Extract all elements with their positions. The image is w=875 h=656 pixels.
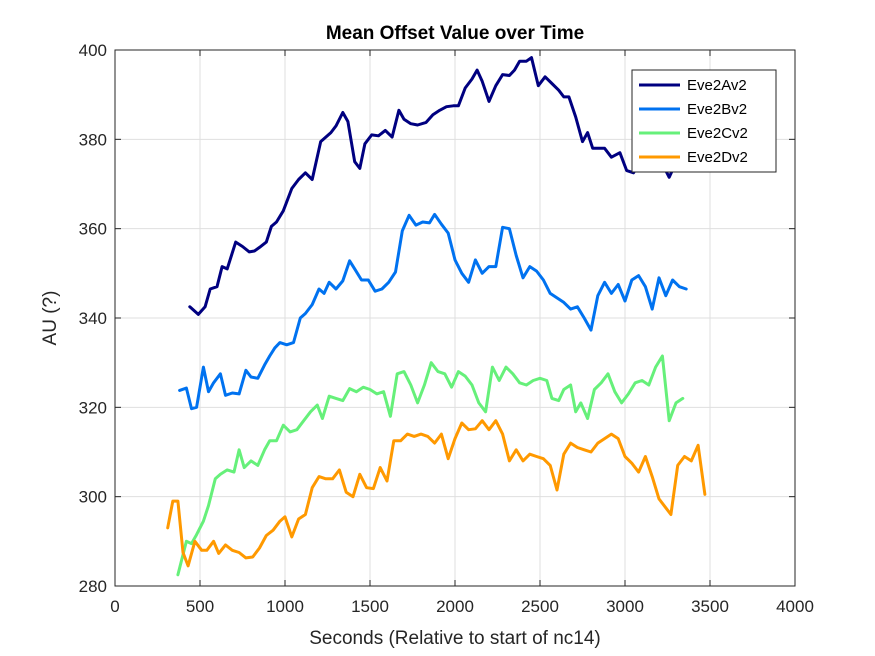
legend-entry: Eve2Bv2	[687, 101, 747, 118]
x-tick-label: 500	[186, 597, 214, 616]
x-tick-label: 1500	[351, 597, 389, 616]
series-line-eve2av2	[188, 56, 676, 316]
x-tick-label: 2000	[436, 597, 474, 616]
chart-title: Mean Offset Value over Time	[326, 23, 584, 44]
x-axis-label: Seconds (Relative to start of nc14)	[309, 628, 600, 649]
y-tick-label: 340	[79, 309, 107, 328]
legend-entry: Eve2Cv2	[687, 125, 748, 142]
y-tick-label: 400	[79, 41, 107, 60]
x-tick-label: 2500	[521, 597, 559, 616]
series-line-eve2cv2	[176, 354, 685, 577]
axis-ticks: 0 500 1000 1500 2000 2500 3000 3500 4000 280 300 32…	[79, 41, 814, 616]
legend-box	[631, 69, 777, 173]
y-tick-label: 380	[79, 130, 107, 149]
y-axis-label: AU (?)	[40, 291, 61, 346]
x-tick-label: 3000	[606, 597, 644, 616]
x-tick-label: 1000	[266, 597, 304, 616]
series-line-eve2dv2	[166, 419, 707, 568]
y-tick-label: 280	[79, 577, 107, 596]
series-line-eve2bv2	[178, 212, 688, 411]
legend-entry: Eve2Dv2	[687, 149, 748, 166]
y-tick-label: 360	[79, 220, 107, 239]
y-tick-label: 300	[79, 488, 107, 507]
y-tick-label: 320	[79, 398, 107, 417]
series-lines	[166, 56, 707, 577]
legend: Eve2Av2 Eve2Bv2 Eve2Cv2 Eve2Dv2	[631, 69, 777, 173]
legend-entry: Eve2Av2	[687, 77, 747, 94]
x-tick-label: 4000	[776, 597, 814, 616]
x-tick-label: 3500	[691, 597, 729, 616]
x-tick-label: 0	[110, 597, 119, 616]
